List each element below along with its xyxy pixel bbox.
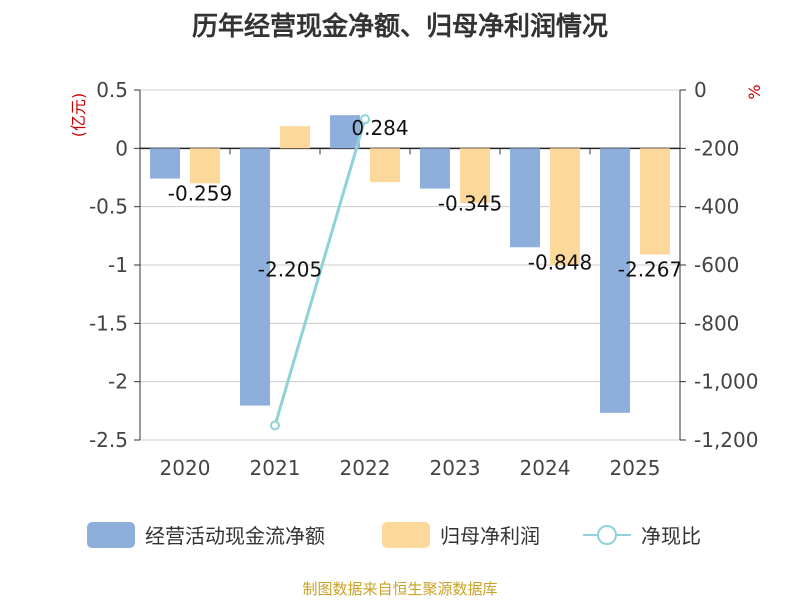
right-tick-label: -400 bbox=[694, 195, 739, 219]
bar-net-profit bbox=[640, 148, 670, 255]
bar-cashflow bbox=[600, 148, 630, 413]
right-tick-label: -200 bbox=[694, 136, 739, 160]
category-label: 2024 bbox=[520, 456, 571, 480]
axes: 0.5 0 -0.5 -1 -1.5 -2 -2.5 0 -200 -400 -600 -800 -1,… bbox=[69, 78, 764, 480]
legend: 经营活动现金流净额 归母净利润 净现比 bbox=[87, 522, 701, 548]
right-tick-label: -600 bbox=[694, 253, 739, 277]
data-label: -0.848 bbox=[528, 250, 592, 274]
footer-source: 制图数据来自恒生聚源数据库 bbox=[302, 580, 498, 598]
legend-label: 归母净利润 bbox=[440, 524, 540, 548]
right-tick-label: -800 bbox=[694, 311, 739, 335]
data-label: -0.259 bbox=[168, 182, 232, 206]
left-tick-label: -1 bbox=[108, 253, 128, 277]
category-label: 2025 bbox=[610, 456, 661, 480]
category-label: 2020 bbox=[160, 456, 211, 480]
legend-marker bbox=[597, 525, 617, 545]
data-label: -0.345 bbox=[438, 192, 502, 216]
bar-cashflow bbox=[240, 148, 270, 406]
bar-net-profit bbox=[460, 148, 490, 204]
left-tick-label: -0.5 bbox=[89, 195, 128, 219]
bar-net-profit bbox=[370, 148, 400, 183]
data-label: 0.284 bbox=[351, 116, 408, 140]
left-tick-label: 0.5 bbox=[96, 78, 128, 102]
bars bbox=[150, 115, 670, 413]
left-tick-label: -1.5 bbox=[89, 311, 128, 335]
ratio-point bbox=[270, 420, 280, 431]
left-tick-label: 0 bbox=[115, 136, 128, 160]
legend-swatch bbox=[87, 522, 135, 548]
data-labels: -0.259 -2.205 0.284 -0.345 -0.848 -2.267 bbox=[168, 116, 682, 281]
ratio-point bbox=[360, 114, 370, 125]
left-axis-title: (亿元) bbox=[69, 93, 88, 138]
right-tick-label: 0 bbox=[694, 78, 707, 102]
legend-label: 净现比 bbox=[641, 524, 701, 548]
ratio-line bbox=[270, 114, 370, 431]
data-label: -2.205 bbox=[258, 258, 322, 282]
category-label: 2021 bbox=[250, 456, 301, 480]
right-tick-label: -1,000 bbox=[694, 370, 758, 394]
left-tick-label: -2.5 bbox=[89, 428, 128, 452]
gridlines bbox=[140, 89, 680, 441]
chart-title: 历年经营现金净额、归母净利润情况 bbox=[191, 12, 608, 42]
right-tick-label: -1,200 bbox=[694, 428, 758, 452]
bar-cashflow bbox=[330, 115, 360, 149]
bar-net-profit bbox=[190, 148, 220, 184]
ratio-line-path bbox=[273, 118, 367, 426]
bar-cashflow bbox=[150, 148, 180, 179]
data-label: -2.267 bbox=[618, 258, 682, 282]
bar-cashflow bbox=[510, 148, 540, 248]
category-label: 2023 bbox=[430, 456, 481, 480]
category-label: 2022 bbox=[340, 456, 391, 480]
left-tick-label: -2 bbox=[108, 370, 128, 394]
legend-label: 经营活动现金流净额 bbox=[145, 524, 325, 548]
legend-swatch bbox=[382, 522, 430, 548]
right-axis-title: % bbox=[745, 84, 764, 99]
bar-cashflow bbox=[420, 148, 450, 189]
bar-net-profit bbox=[550, 148, 580, 265]
bar-net-profit bbox=[280, 126, 310, 149]
